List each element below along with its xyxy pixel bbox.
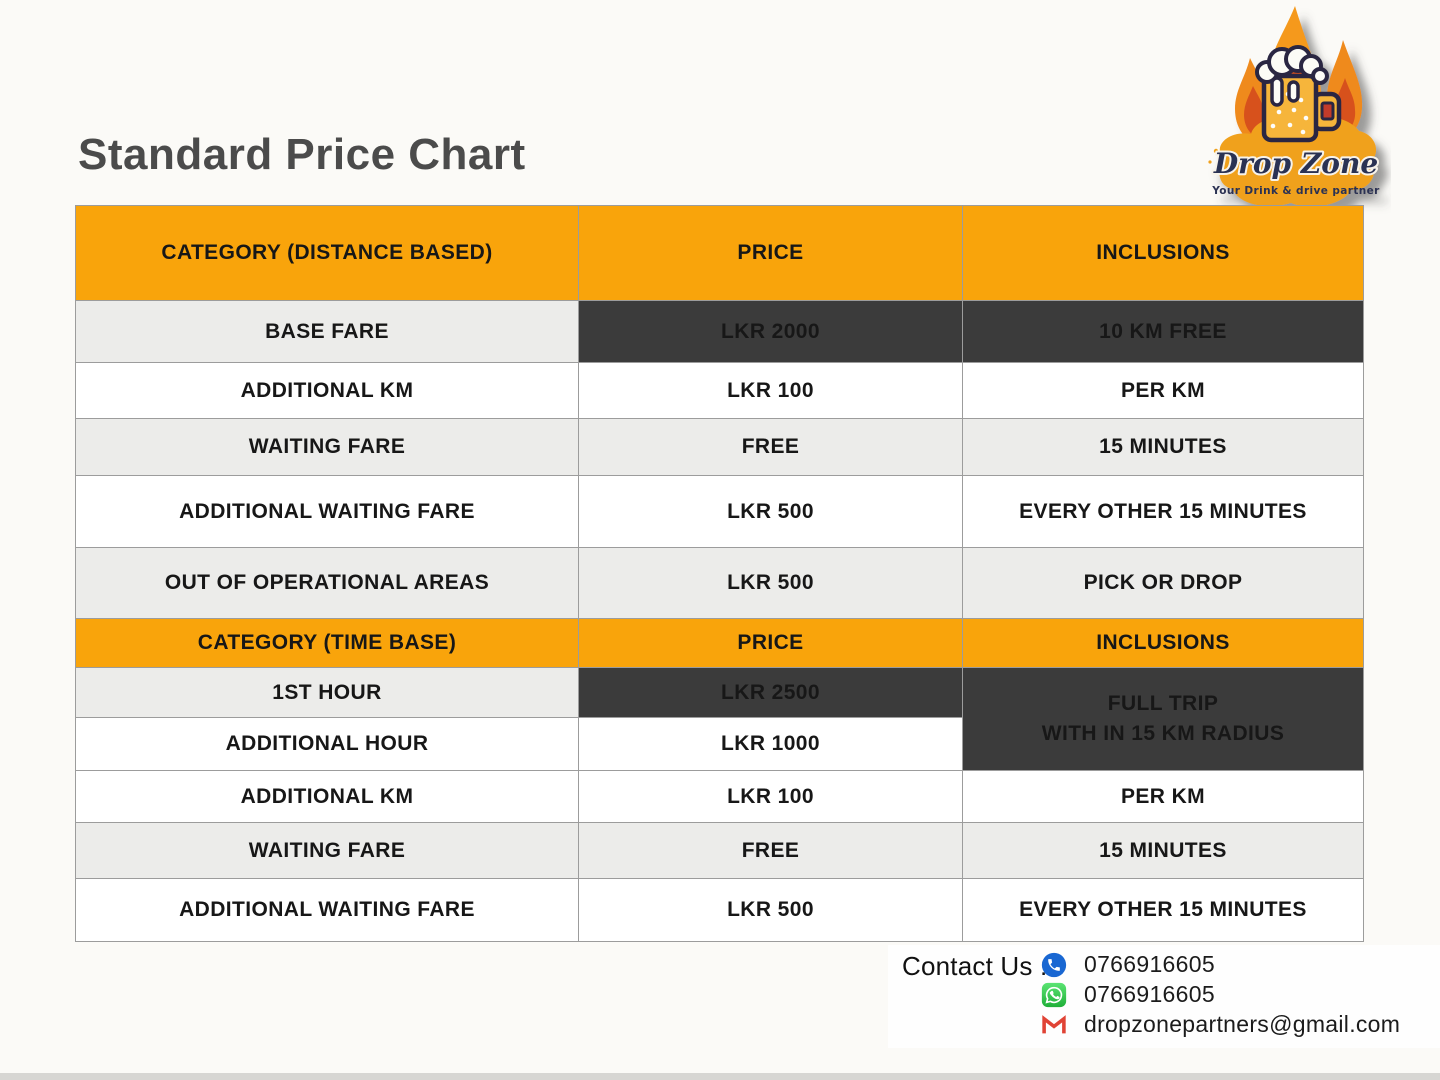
table-row: BASE FARE LKR 2000 10 KM FREE xyxy=(75,300,1364,363)
gmail-icon xyxy=(1040,1011,1067,1038)
table-row: WAITING FARE FREE 15 MINUTES xyxy=(75,418,1364,476)
whatsapp-icon xyxy=(1040,981,1067,1008)
table-cell: ADDITIONAL HOUR xyxy=(75,717,579,771)
dropzone-logo: Drop Zone Your Drink & drive partner xyxy=(1208,6,1380,207)
contact-whatsapp-value: 0766916605 xyxy=(1084,981,1215,1007)
table-header-cell: INCLUSIONS xyxy=(962,205,1364,301)
table-cell: 15 MINUTES xyxy=(962,418,1364,476)
table-cell: LKR 2000 xyxy=(578,300,963,363)
contact-email-value: dropzonepartners@gmail.com xyxy=(1084,1011,1401,1037)
table-cell: ADDITIONAL WAITING FARE xyxy=(75,475,579,548)
price-table: CATEGORY (DISTANCE BASED) PRICE INCLUSIONS… xyxy=(75,205,1364,942)
table-cell: PICK OR DROP xyxy=(962,547,1364,619)
table-header-row: CATEGORY (DISTANCE BASED) PRICE INCLUSIONS xyxy=(75,205,1364,301)
table-cell: 15 MINUTES xyxy=(962,822,1364,879)
table-cell: LKR 1000 xyxy=(578,717,963,771)
table-cell: WAITING FARE xyxy=(75,822,579,879)
logo-tagline: Your Drink & drive partner xyxy=(1211,185,1380,197)
contact-item-whatsapp: 0766916605 xyxy=(1040,980,1400,1009)
table-header-cell: CATEGORY (DISTANCE BASED) xyxy=(75,205,579,301)
table-cell: 10 KM FREE xyxy=(962,300,1364,363)
table-row: ADDITIONAL KM LKR 100 PER KM xyxy=(75,362,1364,419)
table-row: OUT OF OPERATIONAL AREAS LKR 500 PICK OR D… xyxy=(75,547,1364,619)
table-row: ADDITIONAL WAITING FARE LKR 500 EVERY OTHE… xyxy=(75,878,1364,942)
table-cell: LKR 500 xyxy=(578,878,963,942)
beer-mug-icon xyxy=(1255,45,1342,143)
table-cell: BASE FARE xyxy=(75,300,579,363)
table-cell: LKR 500 xyxy=(578,475,963,548)
table-cell: LKR 100 xyxy=(578,770,963,823)
table-cell: OUT OF OPERATIONAL AREAS xyxy=(75,547,579,619)
table-row: 1ST HOUR LKR 2500 FULL TRIP WITH IN 15 KM R… xyxy=(75,667,1364,771)
table-header-row: CATEGORY (TIME BASE) PRICE INCLUSIONS xyxy=(75,618,1364,668)
table-cell: LKR 500 xyxy=(578,547,963,619)
splash-shape xyxy=(1208,116,1377,207)
table-header-cell: INCLUSIONS xyxy=(962,618,1364,668)
table-cell: LKR 100 xyxy=(578,362,963,419)
table-cell: ADDITIONAL KM xyxy=(75,770,579,823)
table-cell: FREE xyxy=(578,418,963,476)
contact-items: 0766916605 0766916605 xyxy=(1040,950,1400,1039)
table-header-cell: CATEGORY (TIME BASE) xyxy=(75,618,579,668)
logo-wordmark: Drop Zone xyxy=(1213,147,1378,180)
table-cell: LKR 2500 xyxy=(578,667,963,718)
table-cell: EVERY OTHER 15 MINUTES xyxy=(962,878,1364,942)
phone-icon xyxy=(1040,951,1067,978)
contact-panel: Contact Us : 0766916605 xyxy=(888,945,1440,1048)
page-title: Standard Price Chart xyxy=(78,130,526,179)
contact-label: Contact Us : xyxy=(902,951,1048,981)
table-header-cell: PRICE xyxy=(578,618,963,668)
table-header-cell: PRICE xyxy=(578,205,963,301)
table-row: ADDITIONAL WAITING FARE LKR 500 EVERY OTHE… xyxy=(75,475,1364,548)
price-table-body: CATEGORY (DISTANCE BASED) PRICE INCLUSIONS… xyxy=(75,205,1364,942)
contact-item-email: dropzonepartners@gmail.com xyxy=(1040,1010,1400,1039)
table-cell: ADDITIONAL KM xyxy=(75,362,579,419)
table-cell: ADDITIONAL WAITING FARE xyxy=(75,878,579,942)
table-cell: FULL TRIP WITH IN 15 KM RADIUS xyxy=(962,667,1364,771)
table-cell: FREE xyxy=(578,822,963,879)
contact-phone-value: 0766916605 xyxy=(1084,951,1215,977)
bottom-strip xyxy=(0,1073,1440,1080)
table-cell: EVERY OTHER 15 MINUTES xyxy=(962,475,1364,548)
table-row: WAITING FARE FREE 15 MINUTES xyxy=(75,822,1364,879)
table-cell: WAITING FARE xyxy=(75,418,579,476)
table-cell: PER KM xyxy=(962,362,1364,419)
table-row: ADDITIONAL KM LKR 100 PER KM xyxy=(75,770,1364,823)
table-cell: 1ST HOUR xyxy=(75,667,579,718)
contact-item-phone: 0766916605 xyxy=(1040,950,1400,979)
table-cell: PER KM xyxy=(962,770,1364,823)
